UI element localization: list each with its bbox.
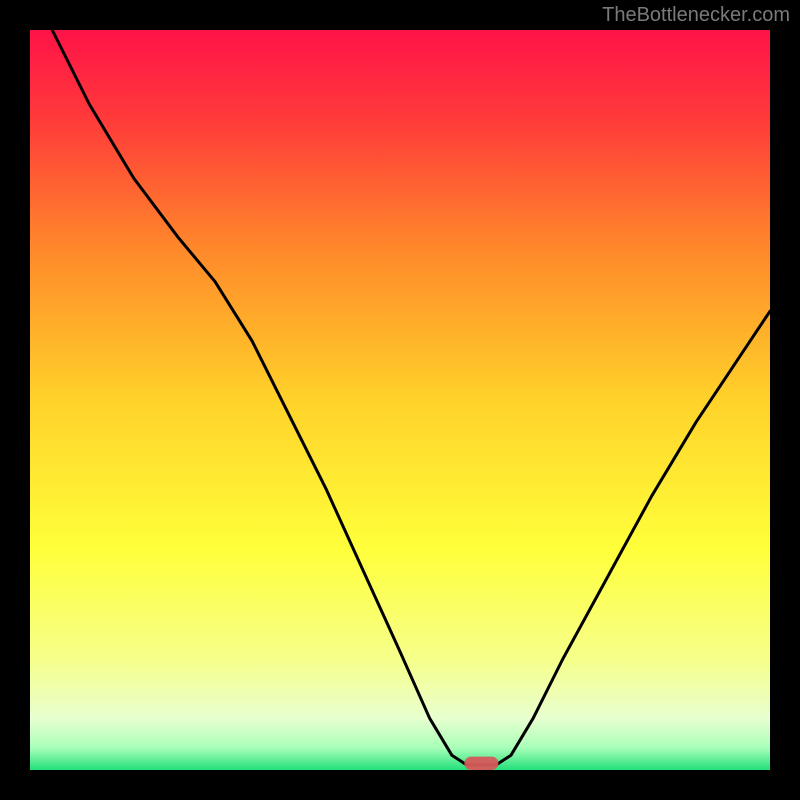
chart-container: TheBottlenecker.com xyxy=(0,0,800,800)
watermark-text: TheBottlenecker.com xyxy=(602,4,790,27)
bottleneck-curve-chart xyxy=(30,30,770,770)
plot-area xyxy=(30,30,770,770)
gradient-background xyxy=(30,30,770,770)
optimal-marker xyxy=(464,757,498,770)
